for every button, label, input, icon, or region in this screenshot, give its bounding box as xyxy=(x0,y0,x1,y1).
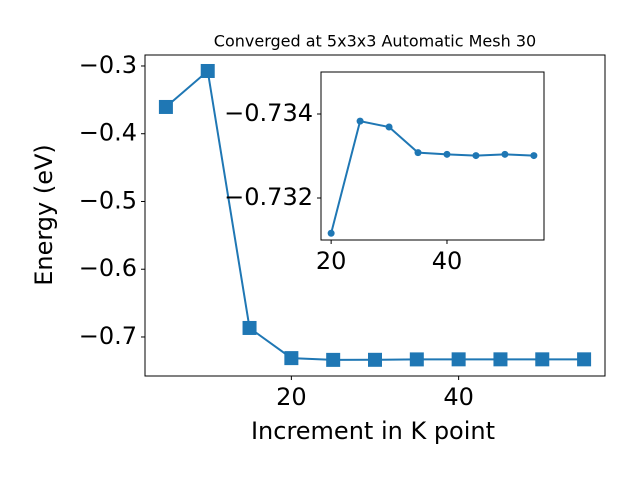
marker xyxy=(158,99,173,114)
marker xyxy=(472,152,480,160)
y-tick-label: −0.3 xyxy=(79,51,137,79)
y-tick-label: −0.732 xyxy=(224,183,313,211)
marker xyxy=(414,149,422,157)
y-tick-label: −0.6 xyxy=(79,254,137,282)
y-tick-label: −0.4 xyxy=(79,119,137,147)
x-tick-label: 40 xyxy=(443,383,474,411)
y-tick-label: −0.5 xyxy=(79,186,137,214)
chart-title: Converged at 5x3x3 Automatic Mesh 30 xyxy=(214,32,536,51)
y-tick-label: −0.7 xyxy=(79,322,137,350)
x-tick-label: 20 xyxy=(316,247,347,275)
marker xyxy=(577,352,592,367)
marker xyxy=(368,352,382,367)
marker xyxy=(242,320,257,335)
plot-area xyxy=(320,71,545,241)
x-tick-label: 20 xyxy=(276,383,307,411)
marker xyxy=(200,63,215,78)
marker xyxy=(501,150,509,158)
marker xyxy=(493,352,508,367)
x-axis-label: Increment in K point xyxy=(251,417,495,445)
marker xyxy=(356,117,364,125)
x-tick-label: 40 xyxy=(432,247,463,275)
marker xyxy=(327,229,335,237)
y-axis-label: Energy (eV) xyxy=(30,144,58,286)
marker xyxy=(530,152,538,160)
marker xyxy=(535,352,550,367)
marker xyxy=(451,352,466,367)
marker xyxy=(385,123,393,131)
data-line xyxy=(330,119,534,234)
marker xyxy=(443,150,451,158)
y-tick-label: −0.734 xyxy=(224,99,313,127)
marker xyxy=(326,352,341,367)
marker xyxy=(409,352,424,367)
marker xyxy=(284,351,299,366)
